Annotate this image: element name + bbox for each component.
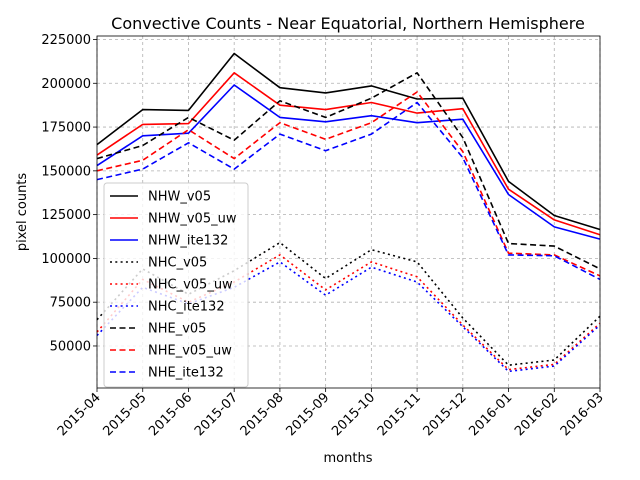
- y-tick-label: 175000: [41, 121, 91, 136]
- series-line-nhw-v05: [96, 52, 601, 231]
- x-axis-label: months: [324, 451, 373, 466]
- legend-label: NHC_v05: [148, 256, 207, 271]
- chart-title: Convective Counts - Near Equatorial, Nor…: [111, 14, 585, 33]
- legend-label: NHE_v05_uw: [148, 344, 232, 359]
- legend-label: NHW_ite132: [148, 234, 228, 249]
- y-tick-label: 125000: [41, 208, 91, 223]
- legend-label: NHC_v05_uw: [148, 278, 233, 293]
- y-axis: 50000 75000 100000 125000 150000 175000 200000…: [41, 33, 97, 354]
- series-line-nhe-ite132: [96, 101, 601, 281]
- y-tick-label: 75000: [50, 296, 91, 311]
- y-tick-label: 150000: [41, 164, 91, 179]
- series-line-nhe-v05: [96, 72, 601, 270]
- plot-frame: [96, 35, 601, 389]
- legend-label: NHE_ite132: [148, 366, 224, 381]
- legend-label: NHW_v05_uw: [148, 212, 237, 227]
- legend-label: NHW_v05: [148, 190, 211, 205]
- y-tick-label: 100000: [41, 252, 91, 267]
- legend-label: NHE_v05: [148, 322, 206, 337]
- legend-label: NHC_ite132: [148, 300, 225, 315]
- legend-box: [103, 182, 249, 388]
- series-line-nhw-v05-uw: [96, 72, 601, 236]
- y-tick-label: 225000: [41, 33, 91, 48]
- legend: NHW_v05 NHW_v05_uw NHW_ite132 NHC_v05 NHC_v0…: [103, 182, 249, 388]
- series-line-nhe-v05-uw: [96, 91, 601, 277]
- y-tick-label: 50000: [50, 339, 91, 354]
- y-tick-label: 200000: [41, 77, 91, 92]
- series-line-nhw-ite132: [96, 84, 601, 240]
- y-axis-label: pixel counts: [15, 173, 30, 252]
